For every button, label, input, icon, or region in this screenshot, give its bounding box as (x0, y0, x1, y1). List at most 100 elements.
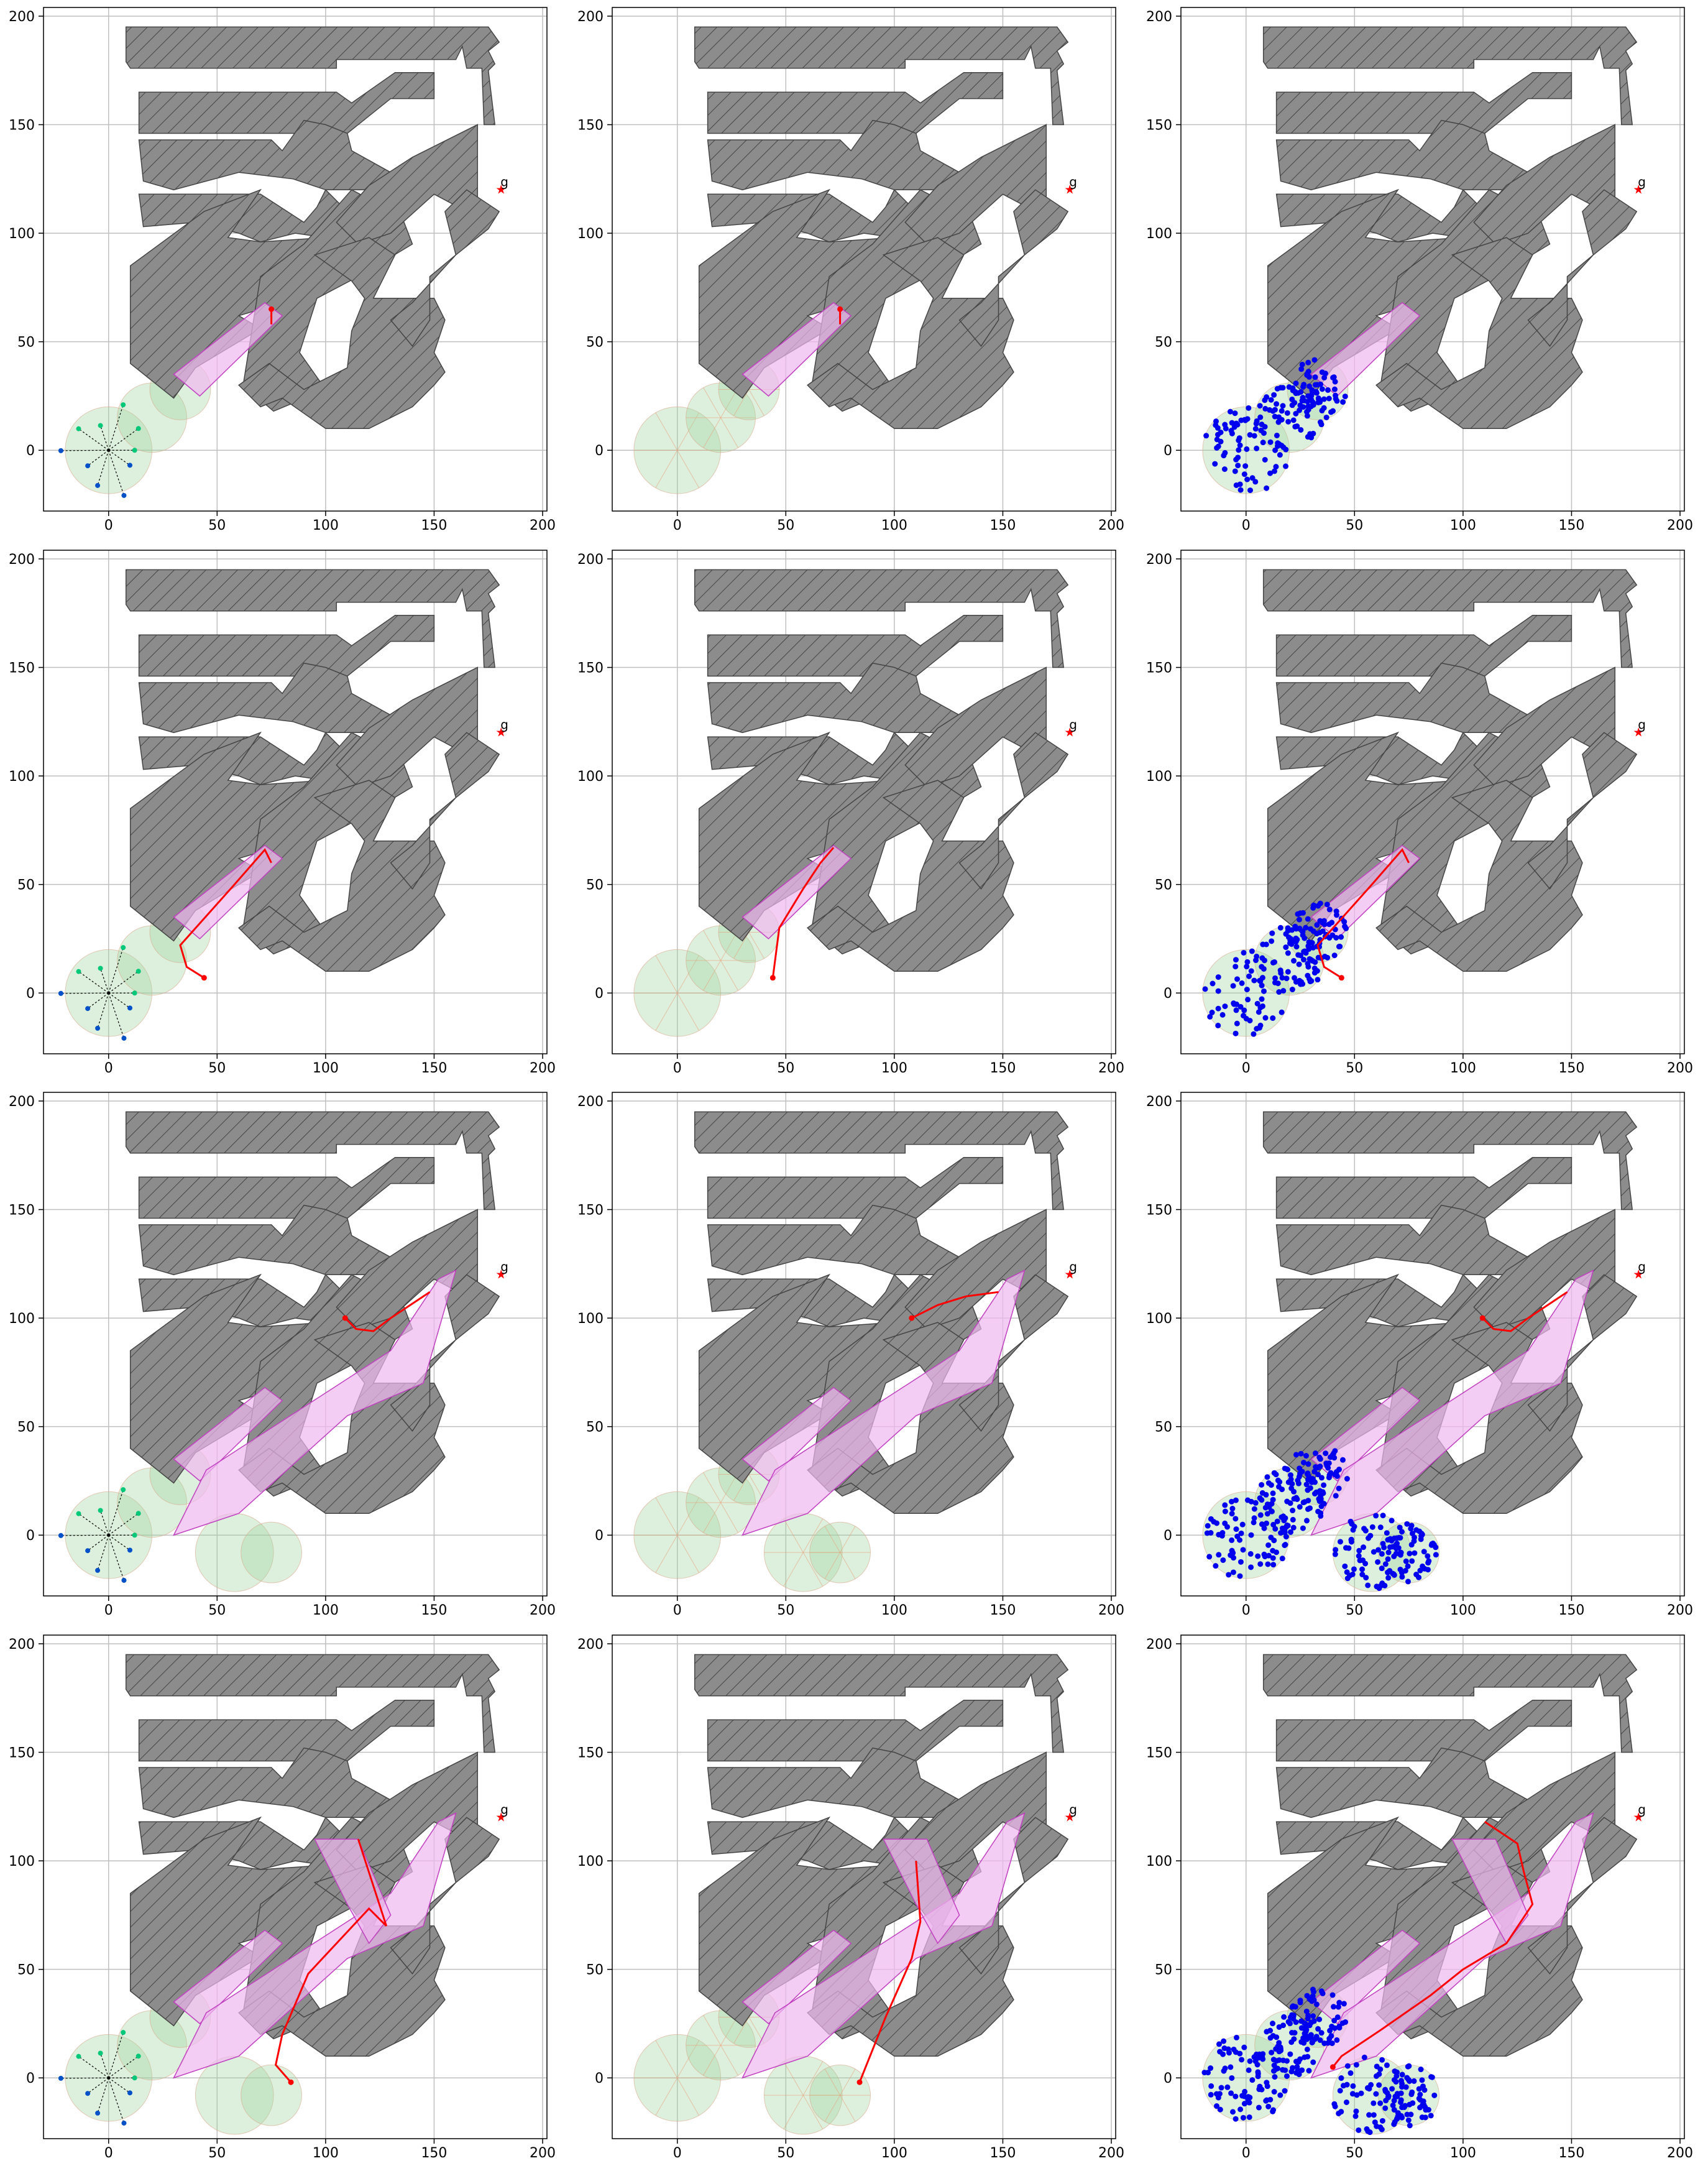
sample-point (1237, 2106, 1244, 2113)
sample-point (1391, 2077, 1397, 2083)
obstacle (1262, 1111, 1638, 1210)
goal-label: g (500, 1259, 508, 1274)
tree-node (76, 1511, 81, 1516)
subplot-r2c3: ★g 0 50 100 150 200 0 50 100 150 200 (1146, 550, 1693, 1076)
x-tick-label: 50 (208, 1603, 226, 1618)
sample-point (1257, 1561, 1264, 1567)
sample-point (1373, 1513, 1379, 1519)
obstacle (1262, 569, 1638, 668)
sample-point (1251, 977, 1257, 984)
tree-node (85, 1006, 91, 1012)
y-tick-label: 200 (1146, 1094, 1172, 1110)
sample-point (1229, 420, 1235, 426)
obstacle (1527, 1274, 1638, 1432)
sample-point (1233, 957, 1239, 963)
sample-point (1303, 1453, 1309, 1459)
sample-point (1233, 964, 1239, 970)
sample-point (1310, 1986, 1316, 1993)
x-tick-label: 0 (1242, 1603, 1251, 1618)
sample-point (1282, 2088, 1288, 2094)
region-spoke (733, 2017, 750, 2044)
sample-point (1292, 423, 1298, 430)
plot-content: ★g (1181, 550, 1684, 1054)
region-spoke (703, 1472, 722, 1503)
goal-marker: ★ (495, 1266, 507, 1281)
sample-point (1303, 2029, 1309, 2035)
sample-point (1254, 953, 1260, 959)
sample-point (1315, 1508, 1321, 1514)
tree-node (76, 2053, 81, 2059)
plot-content: ★g (612, 550, 1116, 1054)
sample-point (1334, 2037, 1340, 2043)
sample-point (1340, 399, 1346, 405)
tree-edge (87, 1534, 109, 1551)
obstacle (1375, 780, 1583, 972)
region-spoke (655, 449, 678, 488)
sample-point (1289, 2012, 1295, 2018)
obstacle (1527, 189, 1638, 347)
sample-point (1333, 1547, 1339, 1553)
tree-edge (78, 1513, 109, 1536)
sample-point (1274, 401, 1280, 407)
sample-point (1341, 919, 1348, 925)
sample-point (1229, 1511, 1235, 1517)
sample-point (1216, 1531, 1222, 1537)
tree-edge (87, 992, 109, 1009)
sample-point (1405, 2117, 1412, 2123)
sample-point (1241, 471, 1247, 477)
sample-point (1318, 2030, 1325, 2036)
sample-point (1285, 418, 1292, 425)
path-start (342, 1315, 348, 1321)
sample-point (1262, 456, 1268, 463)
obstacle (1375, 237, 1583, 430)
sample-point (1365, 1582, 1371, 1588)
region-spoke (677, 1534, 700, 1573)
goal-marker: ★ (1633, 1809, 1644, 1824)
sample-point (1298, 979, 1305, 985)
sample-point (1377, 2100, 1384, 2106)
sample-point (1332, 1551, 1338, 1557)
sample-point (1304, 413, 1310, 419)
region-spoke (677, 449, 700, 488)
y-tick-label: 200 (1146, 552, 1172, 568)
sample-point (1242, 2088, 1248, 2095)
sample-point (1229, 1498, 1235, 1505)
obstacle (1275, 614, 1573, 677)
goal-marker: ★ (495, 182, 507, 196)
sample-point (1393, 1542, 1399, 1548)
sample-point (1411, 2078, 1417, 2084)
y-tick-label: 100 (577, 1311, 604, 1327)
sample-point (1259, 1490, 1265, 1496)
sample-point (1421, 2087, 1428, 2093)
sample-point (1298, 2025, 1305, 2031)
sample-point (1323, 414, 1329, 420)
sample-point (1387, 1544, 1393, 1551)
sample-point (1270, 2057, 1277, 2063)
sample-point (1256, 2104, 1262, 2111)
obstacle (958, 732, 1069, 890)
y-tick-label: 100 (577, 226, 604, 242)
sample-point (1268, 397, 1274, 403)
sample-point (1298, 426, 1304, 433)
sample-point (1240, 1547, 1246, 1553)
sample-point (1215, 1023, 1221, 1029)
sample-point (1259, 1521, 1265, 1528)
sample-point (1210, 980, 1216, 987)
sample-point (1205, 1523, 1211, 1529)
tree-edge (78, 2056, 109, 2078)
tree-edge (97, 2078, 109, 2114)
sample-point (1331, 1455, 1338, 1461)
sample-point (1300, 395, 1306, 401)
sample-point (1409, 2089, 1415, 2095)
y-tick-label: 0 (595, 443, 604, 459)
sample-point (1310, 2013, 1316, 2019)
sample-point (1390, 2102, 1396, 2108)
region-spoke (720, 2045, 738, 2076)
sample-point (1371, 1549, 1377, 1555)
sample-point (1284, 1498, 1290, 1505)
sample-point (1286, 384, 1292, 390)
sample-point (1251, 2054, 1257, 2060)
sample-point (1283, 975, 1290, 982)
tree-node (95, 1025, 101, 1031)
